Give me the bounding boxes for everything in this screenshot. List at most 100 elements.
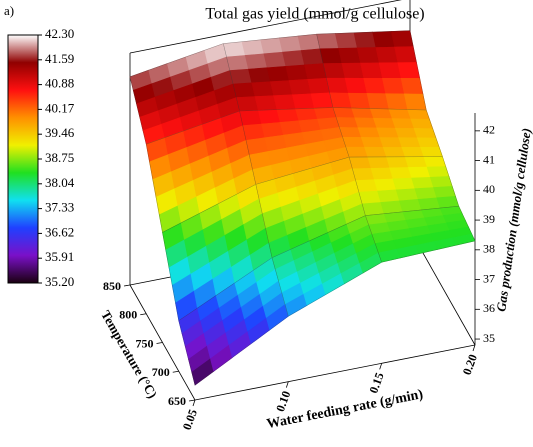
- surface-patch: [244, 53, 268, 70]
- surface-patch: [358, 190, 382, 205]
- surface-patch: [353, 31, 377, 49]
- surface-patch: [285, 64, 309, 81]
- surface-patch: [348, 156, 372, 170]
- z-tick-label: 36: [483, 301, 495, 315]
- x-tick: [285, 381, 289, 388]
- surface-patch: [342, 136, 365, 148]
- surface-patch: [251, 81, 275, 97]
- surface-patch: [254, 95, 278, 111]
- surface-patch: [273, 94, 296, 110]
- surface-patch: [382, 77, 405, 95]
- surface-patch: [395, 188, 419, 202]
- surface-patch: [379, 137, 403, 148]
- surface-patch: [407, 109, 430, 120]
- surface-cell: [129, 43, 240, 145]
- surface-patch: [326, 77, 349, 94]
- surface-patch: [338, 47, 361, 64]
- colorbar-tick-label: 38.04: [45, 175, 75, 190]
- surface-patch: [413, 128, 437, 139]
- surface-patch: [297, 33, 321, 51]
- surface-patch: [239, 110, 262, 127]
- axis-line: [194, 344, 476, 401]
- surface-patch: [352, 168, 375, 181]
- surface-patch: [339, 127, 362, 138]
- surface-cell: [222, 33, 334, 112]
- surface-patch: [300, 48, 324, 66]
- colorbar-tick-label: 36.62: [45, 224, 74, 239]
- surface-patch: [354, 117, 378, 129]
- surface-patch: [332, 107, 356, 119]
- surface-patch: [307, 77, 331, 95]
- surface-patch: [310, 92, 334, 109]
- surface-patch: [356, 47, 380, 64]
- surface-patch: [270, 80, 293, 96]
- surface-patch: [410, 118, 434, 129]
- surface-patch: [232, 82, 256, 98]
- surface-patch: [408, 166, 431, 179]
- surface-patch: [361, 202, 385, 216]
- surface-patch: [401, 146, 425, 158]
- surface-mesh: [365, 205, 476, 263]
- surface-patch: [385, 93, 408, 110]
- surface-patch: [260, 37, 283, 55]
- surface-patch: [403, 93, 427, 111]
- x-tick: [472, 344, 476, 352]
- surface-patch: [291, 93, 315, 110]
- x-tick-label: 0.20: [460, 352, 480, 377]
- surface-patch: [222, 41, 246, 58]
- surface-patch: [248, 67, 271, 84]
- z-tick-label: 39: [483, 212, 495, 226]
- colorbar-tick-label: 37.33: [45, 200, 74, 215]
- z-tick-label: 38: [483, 242, 495, 256]
- surface-patch: [355, 179, 378, 193]
- surface-cell: [145, 110, 257, 233]
- surface-patch: [313, 107, 337, 120]
- colorbar: [7, 34, 39, 284]
- y-tick: [140, 313, 147, 316]
- surface-patch: [400, 77, 424, 95]
- x-tick: [379, 363, 383, 370]
- surface-patch: [373, 117, 396, 129]
- surface-patch: [375, 46, 399, 64]
- surface-patch: [226, 55, 249, 71]
- surface-patch: [378, 62, 402, 79]
- surface-patch: [373, 178, 397, 192]
- surface-patch: [397, 62, 421, 79]
- surface-cell: [348, 156, 460, 216]
- surface-cell: [255, 156, 366, 259]
- surface-patch: [399, 199, 422, 213]
- surface-patch: [380, 200, 404, 215]
- surface-patch: [351, 107, 374, 119]
- surface-patch: [411, 176, 434, 190]
- surface-patch: [369, 108, 393, 119]
- x-tick-label: 0.05: [180, 407, 200, 432]
- y-tick: [188, 399, 196, 402]
- colorbar-tick-label: 35.20: [45, 274, 74, 289]
- surface-patch: [366, 93, 390, 110]
- surface-patch: [357, 127, 381, 138]
- surface-patch: [414, 187, 438, 200]
- z-axis-label: Gas production (mmol/g cellulose): [493, 127, 533, 313]
- y-tick-label: 650: [168, 394, 186, 408]
- surface-patch: [242, 123, 266, 141]
- x-tick: [192, 399, 196, 407]
- surface-patch: [304, 63, 327, 80]
- surface-patch: [372, 31, 395, 48]
- surface-patch: [263, 51, 287, 69]
- surface-patch: [386, 156, 409, 169]
- surface-patch: [390, 30, 414, 48]
- surface-patch: [316, 33, 339, 50]
- surface-patch: [341, 62, 365, 79]
- surface-patch: [229, 68, 253, 85]
- surface-cell: [271, 215, 383, 317]
- surface-patch: [282, 50, 305, 67]
- colorbar-tick-label: 35.91: [45, 249, 74, 264]
- surface-patch: [382, 146, 406, 158]
- surface-patch: [295, 107, 318, 122]
- y-tick-label: 700: [152, 365, 170, 379]
- surface-patch: [345, 146, 369, 158]
- y-tick: [172, 370, 179, 373]
- surface-patch: [389, 167, 413, 180]
- y-tick-label: 850: [103, 279, 121, 293]
- colorbar-tick-label: 39.46: [45, 125, 75, 140]
